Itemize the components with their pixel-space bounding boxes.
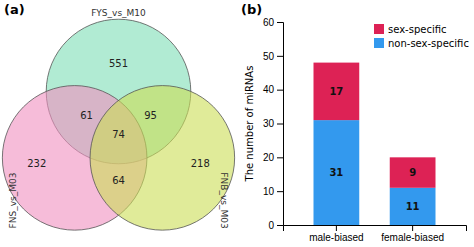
legend-swatch	[374, 38, 384, 48]
panel-label: (a)	[4, 2, 25, 17]
legend-label: non-sex-specific	[388, 38, 469, 49]
y-tick-mark	[277, 157, 283, 158]
x-tick-mark	[336, 225, 337, 231]
y-tick: 0	[268, 220, 283, 231]
region-count: 232	[27, 158, 46, 169]
x-tick-label: female-biased	[381, 232, 444, 243]
data-label: 11	[406, 201, 420, 212]
y-axis-line	[277, 23, 284, 226]
y-tick-mark	[277, 56, 283, 57]
venn-circles	[2, 19, 234, 230]
y-tick-mark	[277, 191, 283, 192]
y-tick: 10	[263, 186, 283, 197]
legend-label: sex-specific	[388, 24, 447, 35]
x-axis: male-biased female-biased	[284, 225, 467, 243]
venn-circle	[90, 86, 235, 231]
y-tick: 40	[263, 84, 283, 95]
y-tick-label: 30	[263, 118, 275, 129]
region-count: 218	[191, 158, 210, 169]
bar	[390, 188, 436, 225]
bar	[390, 157, 436, 187]
data-labels: 31 11 17 9	[329, 86, 419, 212]
set-label: FNB_vs_M03	[219, 172, 229, 228]
y-tick: 50	[263, 51, 283, 62]
data-label: 31	[329, 167, 343, 178]
data-label: 17	[329, 86, 343, 97]
region-count: 95	[144, 110, 157, 121]
y-tick-mark	[277, 22, 283, 23]
legend-swatch	[374, 24, 384, 34]
y-axis-title: The number of miRNAs	[244, 66, 255, 183]
region-count: 64	[112, 175, 125, 186]
figure: 551 232 218 61 95 64 74 FYS_vs_M10 FNS_vs_M03 FNB…	[0, 0, 474, 247]
data-label: 9	[409, 167, 416, 178]
y-tick-label: 10	[263, 186, 275, 197]
plot: 31 11 17 9 0 10 20 30 40 50 60 male-biased female-bi…	[263, 17, 469, 243]
panel: 31 11 17 9 0 10 20 30 40 50 60 male-biased female-bi…	[241, 2, 469, 243]
y-tick-label: 60	[263, 17, 275, 28]
y-axis: 0 10 20 30 40 50 60	[263, 17, 284, 231]
legend-item: sex-specific	[374, 24, 447, 35]
bar	[314, 120, 360, 225]
y-tick: 30	[263, 118, 283, 129]
venn-labels: 551 232 218 61 95 64 74 FYS_vs_M10 FNS_vs_M03 FNB…	[8, 8, 229, 228]
bar	[314, 63, 360, 121]
set-label: FNS_vs_M03	[8, 173, 18, 229]
y-tick-mark	[277, 225, 283, 226]
legend-item: non-sex-specific	[374, 38, 469, 49]
set-label: FYS_vs_M10	[91, 8, 146, 18]
y-tick-label: 50	[263, 51, 275, 62]
x-tick-mark	[412, 225, 413, 231]
legend: sex-specific non-sex-specific	[374, 24, 469, 49]
panel: 551 232 218 61 95 64 74 FYS_vs_M10 FNS_vs_M03 FNB…	[2, 2, 234, 230]
y-tick-mark	[277, 124, 283, 125]
y-tick-label: 20	[263, 152, 275, 163]
y-tick: 60	[263, 17, 283, 28]
y-tick-mark	[277, 90, 283, 91]
region-count: 61	[80, 110, 93, 121]
y-tick-label: 40	[263, 84, 275, 95]
x-axis-line	[284, 226, 467, 232]
y-tick: 20	[263, 152, 283, 163]
y-tick-label: 0	[268, 220, 274, 231]
bars	[314, 63, 436, 225]
region-count: 551	[109, 58, 128, 69]
x-tick-label: male-biased	[309, 232, 363, 243]
x-tick: male-biased	[309, 225, 363, 243]
region-count: 74	[112, 129, 125, 140]
x-tick: female-biased	[381, 225, 444, 243]
panel-label: (b)	[241, 2, 262, 17]
